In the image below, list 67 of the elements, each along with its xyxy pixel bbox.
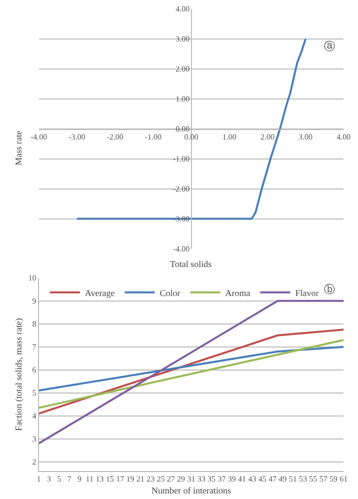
y-tick-label: 8 xyxy=(32,320,36,329)
x-axis-title: Number of interations xyxy=(151,485,232,496)
y-tick-label: 2 xyxy=(32,458,36,467)
x-tick-label: 0.00 xyxy=(184,132,198,142)
x-tick-label: 2.00 xyxy=(260,132,274,142)
x-tick-label: 9 xyxy=(77,474,82,484)
y-tick-label: 1.00 xyxy=(176,94,190,104)
y-tick-label: 6 xyxy=(32,366,36,375)
y-tick-label: -2.00 xyxy=(172,184,190,194)
x-tick-label: 21 xyxy=(136,474,144,484)
x-tick-label: 59 xyxy=(329,474,338,484)
y-tick-label: 3.00 xyxy=(176,34,190,44)
x-tick-label: 41 xyxy=(238,474,246,484)
legend-label: Average xyxy=(84,288,115,298)
legend-label: Aroma xyxy=(225,288,250,298)
x-tick-label: 53 xyxy=(299,474,307,484)
x-tick-label: 11 xyxy=(86,474,94,484)
x-tick-label: 37 xyxy=(218,474,226,484)
x-tick-label: -3.00 xyxy=(68,132,86,142)
x-tick-label: -1.00 xyxy=(144,132,162,142)
x-tick-label: 3 xyxy=(46,474,51,484)
y-tick-label: 5 xyxy=(32,388,36,398)
y-tick-label: -1.00 xyxy=(172,154,190,164)
legend-label: Flavor xyxy=(295,288,319,298)
y-tick-label: 7 xyxy=(32,342,36,352)
x-tick-label: 17 xyxy=(116,474,124,484)
annotation: ⓑ xyxy=(324,283,335,296)
y-axis-title: Mass rate xyxy=(14,130,24,166)
x-tick-label: 43 xyxy=(248,474,256,484)
x-tick-label: 31 xyxy=(187,474,196,484)
x-tick-label: 29 xyxy=(177,474,186,484)
x-tick-label: 13 xyxy=(96,474,104,484)
x-tick-label: 4.00 xyxy=(336,132,351,142)
y-tick-label: 0.00 xyxy=(176,124,190,134)
x-tick-label: 47 xyxy=(268,474,277,484)
x-tick-label: 1.00 xyxy=(222,132,236,142)
y-tick-label: 4.00 xyxy=(176,4,190,14)
x-tick-label: 5 xyxy=(57,474,62,484)
x-tick-label: 23 xyxy=(146,474,155,484)
x-tick-label: 45 xyxy=(258,474,266,484)
x-tick-label: 61 xyxy=(340,474,348,484)
y-tick-label: 9 xyxy=(32,296,36,306)
x-tick-label: 3.00 xyxy=(298,132,313,142)
annotation: ⓐ xyxy=(324,40,335,53)
y-tick-label: 2.00 xyxy=(176,64,190,74)
x-tick-label: 49 xyxy=(278,474,287,484)
x-tick-label: 25 xyxy=(156,474,165,484)
x-tick-label: 7 xyxy=(67,474,72,484)
x-tick-label: 39 xyxy=(228,474,236,484)
legend-label: Color xyxy=(160,288,180,298)
x-tick-label: 55 xyxy=(309,474,318,484)
y-tick-label: 10 xyxy=(28,274,36,283)
x-tick-label: 57 xyxy=(319,474,328,484)
x-tick-label: 19 xyxy=(126,474,134,484)
x-tick-label: 33 xyxy=(197,474,206,484)
y-tick-label: 3 xyxy=(32,434,36,444)
y-tick-label: -3.00 xyxy=(172,214,190,224)
x-axis-title: Total solids xyxy=(170,259,212,269)
x-tick-label: -2.00 xyxy=(106,132,124,142)
y-tick-label: 4 xyxy=(32,412,36,421)
y-tick-label: -4.00 xyxy=(172,244,190,254)
x-tick-label: 27 xyxy=(166,474,175,484)
x-tick-label: 15 xyxy=(106,474,114,484)
y-axis-title: Faction (total solids, mass rate) xyxy=(14,318,24,431)
x-tick-label: 35 xyxy=(208,474,216,484)
x-tick-label: 51 xyxy=(288,474,297,484)
x-tick-label: 1 xyxy=(36,474,41,484)
